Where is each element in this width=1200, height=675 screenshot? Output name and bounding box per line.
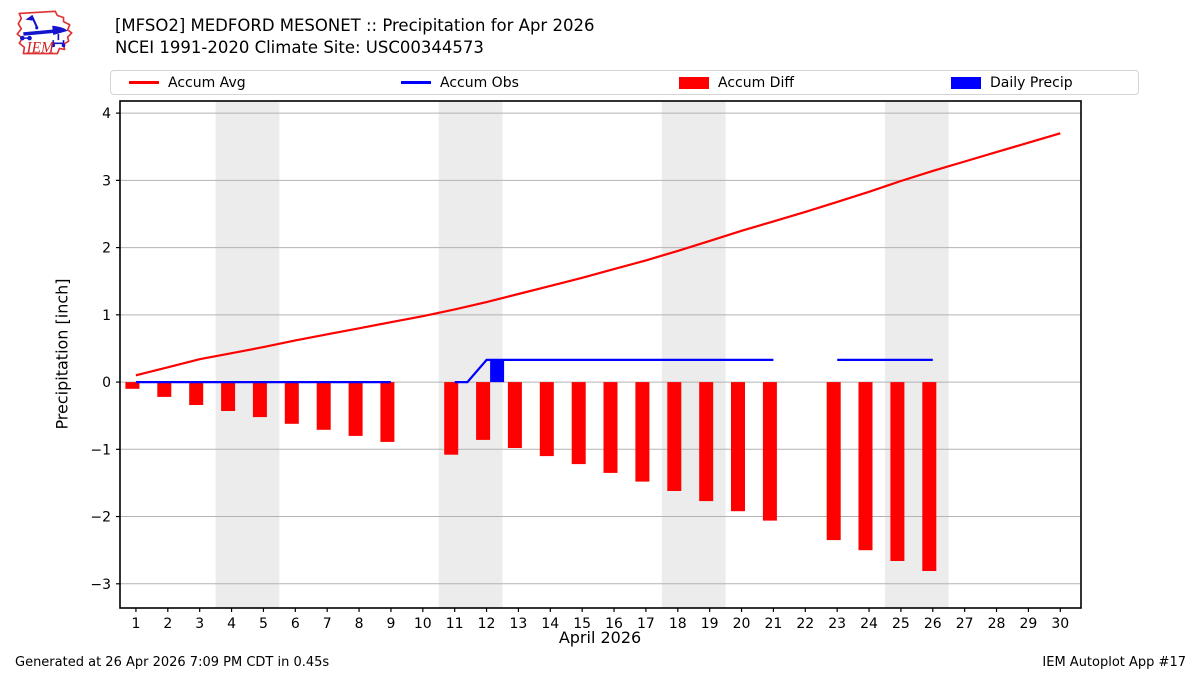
y-tick-label: 4 bbox=[102, 106, 111, 122]
x-tick-label: 5 bbox=[259, 616, 268, 632]
x-tick-label: 27 bbox=[956, 616, 974, 632]
accum-diff-bar bbox=[603, 382, 618, 473]
chart-title: [MFSO2] MEDFORD MESONET :: Precipitation… bbox=[115, 16, 595, 35]
x-tick-label: 19 bbox=[701, 616, 719, 632]
iem-logo-text: IEM bbox=[25, 40, 55, 57]
y-tick-label: −3 bbox=[90, 577, 111, 593]
y-tick-label: 2 bbox=[102, 241, 111, 257]
accum-diff-bar bbox=[444, 382, 459, 455]
accum-diff-bar bbox=[858, 382, 873, 551]
daily-precip-bar bbox=[490, 359, 505, 383]
legend-item-daily-precip: Daily Precip bbox=[951, 71, 1073, 94]
x-tick-label: 11 bbox=[446, 616, 464, 632]
weekend-band bbox=[438, 101, 503, 608]
x-tick-label: 20 bbox=[733, 616, 751, 632]
x-tick-label: 16 bbox=[605, 616, 623, 632]
legend-item-accum-avg: Accum Avg bbox=[129, 71, 246, 94]
accum-diff-bar bbox=[571, 382, 586, 465]
accum-diff-bar bbox=[348, 382, 363, 436]
accum-diff-swatch-icon bbox=[679, 76, 709, 89]
accum-diff-bar bbox=[221, 382, 236, 411]
x-tick-label: 13 bbox=[510, 616, 528, 632]
x-tick-label: 18 bbox=[669, 616, 687, 632]
legend: Accum Avg Accum Obs Accum Diff Daily Pre… bbox=[110, 70, 1139, 95]
accum-diff-bar bbox=[189, 382, 204, 405]
x-tick-label: 21 bbox=[765, 616, 783, 632]
accum-diff-bar bbox=[667, 382, 682, 491]
x-tick-label: 7 bbox=[323, 616, 332, 632]
x-tick-label: 26 bbox=[924, 616, 942, 632]
x-tick-label: 24 bbox=[860, 616, 878, 632]
accum-diff-bar bbox=[284, 382, 299, 424]
x-tick-label: 1 bbox=[131, 616, 140, 632]
accum-diff-bar bbox=[507, 382, 522, 448]
x-tick-label: 25 bbox=[892, 616, 910, 632]
accum-diff-bar bbox=[539, 382, 554, 457]
x-tick-label: 22 bbox=[796, 616, 814, 632]
x-tick-label: 10 bbox=[414, 616, 432, 632]
x-tick-label: 12 bbox=[478, 616, 496, 632]
y-tick-label: −1 bbox=[90, 442, 111, 458]
accum-diff-bar bbox=[316, 382, 331, 430]
accum-avg-line bbox=[135, 132, 1061, 377]
accum-diff-bar bbox=[731, 382, 745, 512]
accum-avg-swatch-icon bbox=[129, 81, 159, 84]
x-tick-label: 14 bbox=[541, 616, 559, 632]
legend-item-accum-diff: Accum Diff bbox=[679, 71, 794, 94]
autoplot-app-text: IEM Autoplot App #17 bbox=[1042, 655, 1186, 670]
accum-diff-bar bbox=[252, 382, 267, 418]
accum-diff-bar bbox=[380, 382, 395, 442]
accum-diff-bar bbox=[826, 382, 841, 541]
plot-border bbox=[119, 100, 1082, 609]
accum-diff-bar bbox=[699, 382, 714, 502]
title-block: [MFSO2] MEDFORD MESONET :: Precipitation… bbox=[115, 15, 594, 59]
x-tick-label: 30 bbox=[1051, 616, 1069, 632]
generated-at-text: Generated at 26 Apr 2026 7:09 PM CDT in … bbox=[15, 655, 330, 670]
x-tick-label: 4 bbox=[227, 616, 236, 632]
daily-precip-swatch-icon bbox=[951, 76, 981, 89]
x-tick-label: 17 bbox=[637, 616, 655, 632]
x-tick-label: 28 bbox=[988, 616, 1006, 632]
legend-label: Accum Diff bbox=[718, 74, 795, 91]
accum-obs-swatch-icon bbox=[401, 81, 431, 84]
x-tick-label: 23 bbox=[828, 616, 846, 632]
accum-diff-bar bbox=[125, 382, 140, 389]
accum-diff-bar bbox=[635, 382, 650, 482]
x-tick-label: 2 bbox=[163, 616, 172, 632]
y-tick-label: 1 bbox=[102, 308, 111, 324]
legend-label: Accum Obs bbox=[440, 74, 519, 91]
x-tick-label: 29 bbox=[1019, 616, 1037, 632]
y-tick-label: 3 bbox=[102, 173, 111, 189]
y-tick-label: −2 bbox=[90, 510, 111, 526]
x-tick-label: 3 bbox=[195, 616, 204, 632]
x-tick-label: 6 bbox=[291, 616, 300, 632]
accum-diff-bar bbox=[476, 382, 491, 440]
legend-item-accum-obs: Accum Obs bbox=[401, 71, 519, 94]
weather-vane-icon bbox=[20, 15, 68, 48]
weekend-band bbox=[661, 101, 726, 608]
legend-label: Accum Avg bbox=[168, 74, 246, 91]
x-tick-label: 9 bbox=[386, 616, 395, 632]
x-tick-label: 8 bbox=[355, 616, 364, 632]
y-axis-label: Precipitation [inch] bbox=[52, 278, 72, 430]
iem-logo-svg: IEM bbox=[16, 10, 73, 57]
accum-diff-bar bbox=[157, 382, 172, 397]
legend-label: Daily Precip bbox=[990, 74, 1073, 91]
iem-logo: IEM bbox=[10, 6, 80, 62]
accum-diff-bar bbox=[922, 382, 937, 571]
x-tick-label: 15 bbox=[573, 616, 591, 632]
accum-diff-bar bbox=[762, 382, 777, 521]
accum-diff-bar bbox=[890, 382, 905, 561]
accum-obs-line bbox=[454, 358, 774, 384]
y-tick-label: 0 bbox=[102, 375, 111, 391]
x-axis-label: April 2026 bbox=[558, 628, 642, 647]
chart-subtitle: NCEI 1991-2020 Climate Site: USC00344573 bbox=[115, 38, 484, 57]
